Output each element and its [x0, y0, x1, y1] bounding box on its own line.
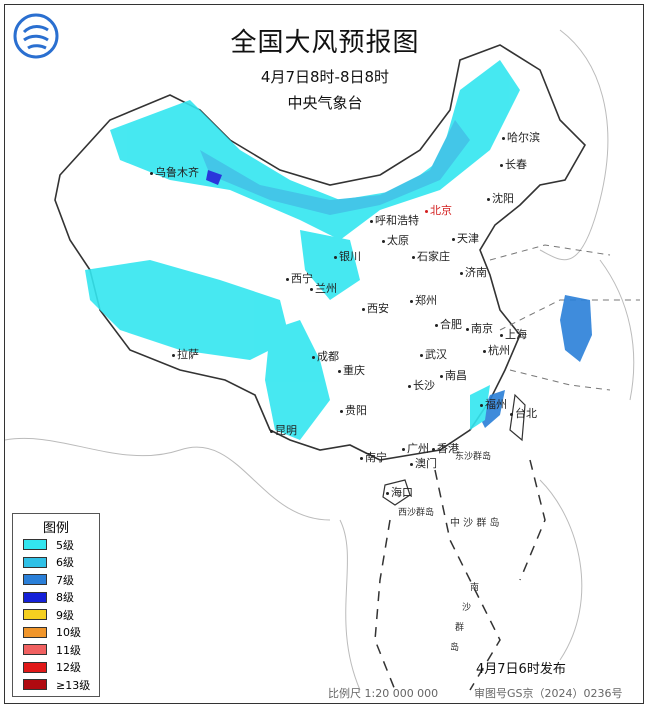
- city-label: 太原: [382, 232, 409, 248]
- city-label: 拉萨: [172, 346, 199, 362]
- island-label: 南: [470, 583, 480, 593]
- city-label: 西安: [362, 300, 389, 316]
- map-title: 全国大风预报图: [230, 28, 420, 58]
- city-label: 天津: [452, 230, 479, 246]
- legend-item: 12级: [13, 659, 99, 677]
- island-label: 西沙群岛: [398, 508, 435, 518]
- city-label: 长春: [500, 156, 527, 172]
- city-label: 合肥: [435, 316, 462, 332]
- legend-label: 11级: [56, 643, 81, 657]
- city-label: 澳门: [410, 455, 437, 471]
- island-label: 东沙群岛: [455, 452, 492, 462]
- city-label: 济南: [460, 264, 487, 280]
- city-label: 海口: [386, 484, 413, 500]
- city-label: 郑州: [410, 292, 437, 308]
- city-label: 香港: [432, 440, 459, 456]
- city-label: 广州: [402, 440, 429, 456]
- city-label: 成都: [312, 348, 339, 364]
- island-label: 群: [455, 623, 465, 633]
- map-frame: [4, 4, 644, 704]
- legend-swatch: [23, 661, 47, 673]
- city-label: 贵阳: [340, 402, 367, 418]
- legend-label: ≥13级: [56, 678, 91, 692]
- legend-label: 6级: [56, 556, 74, 570]
- legend-swatch: [23, 644, 47, 656]
- city-label: 杭州: [483, 342, 510, 358]
- city-label: 银川: [334, 248, 361, 264]
- legend-item: 9级: [13, 606, 99, 624]
- legend-item: 6级: [13, 554, 99, 572]
- legend-item: 7级: [13, 571, 99, 589]
- island-label: 沙: [462, 603, 472, 613]
- forecast-period: 4月7日8时-8日8时: [260, 68, 390, 86]
- wind-area-level-7: [560, 295, 592, 362]
- legend-item: 8级: [13, 589, 99, 607]
- legend-swatch: [23, 574, 47, 586]
- legend-title: 图例: [42, 521, 69, 536]
- city-label: 沈阳: [487, 190, 514, 206]
- legend-label: 5级: [56, 538, 74, 552]
- legend-item: 11级: [13, 641, 99, 659]
- city-label: 上海: [500, 326, 527, 342]
- legend-swatch: [23, 679, 47, 691]
- legend-label: 7级: [56, 573, 74, 587]
- city-label: 昆明: [270, 422, 297, 438]
- city-label: 石家庄: [412, 248, 450, 264]
- legend-label: 9级: [56, 608, 74, 622]
- legend-item: 10级: [13, 624, 99, 642]
- legend-label: 8级: [56, 591, 74, 605]
- agency-name: 中央气象台: [287, 94, 363, 112]
- wind-area-level-8: [206, 170, 222, 185]
- island-label: 岛: [450, 643, 460, 653]
- city-label: 武汉: [420, 346, 447, 362]
- legend-label: 12级: [56, 661, 81, 675]
- legend-item: ≥13级: [13, 676, 99, 694]
- legend-swatch: [23, 591, 47, 603]
- legend-label: 10级: [56, 626, 81, 640]
- wind-area-level-5: [85, 260, 290, 360]
- city-label: 台北: [510, 405, 537, 421]
- city-label: 哈尔滨: [502, 129, 540, 145]
- island-label: 中 沙 群 岛: [450, 518, 500, 529]
- city-label: 呼和浩特: [370, 212, 419, 228]
- city-label: 长沙: [408, 377, 435, 393]
- city-label: 南宁: [360, 449, 387, 465]
- legend-swatch: [23, 556, 47, 568]
- legend-item: 5级: [13, 536, 99, 554]
- legend-swatch: [23, 539, 47, 551]
- wind-area-level-6: [200, 120, 470, 215]
- publish-time: 4月7日6时发布: [476, 662, 566, 677]
- city-label-capital: 北京: [425, 202, 452, 218]
- city-label: 乌鲁木齐: [150, 164, 199, 180]
- map-scale: 比例尺 1:20 000 000: [328, 687, 439, 700]
- cma-logo-icon: [13, 13, 59, 59]
- legend-items: 5级 6级 7级 8级 9级 10级 11级 12级 ≥13级: [13, 536, 99, 694]
- nine-dash-line: [374, 459, 546, 691]
- city-label: 南昌: [440, 367, 467, 383]
- city-label: 西宁: [286, 270, 313, 286]
- sea-area-lines: [489, 244, 640, 391]
- legend-swatch: [23, 609, 47, 621]
- wind-area-level-5: [110, 60, 520, 240]
- city-label: 兰州: [310, 280, 337, 296]
- legend: 图例 5级 6级 7级 8级 9级 10级 11级 12级 ≥13级: [12, 513, 100, 697]
- legend-swatch: [23, 626, 47, 638]
- city-label: 福州: [480, 396, 507, 412]
- city-label: 南京: [466, 320, 493, 336]
- neighbor-borders: [4, 29, 635, 691]
- city-label: 重庆: [338, 362, 365, 378]
- review-number: 审图号GS京（2024）0236号: [474, 687, 623, 700]
